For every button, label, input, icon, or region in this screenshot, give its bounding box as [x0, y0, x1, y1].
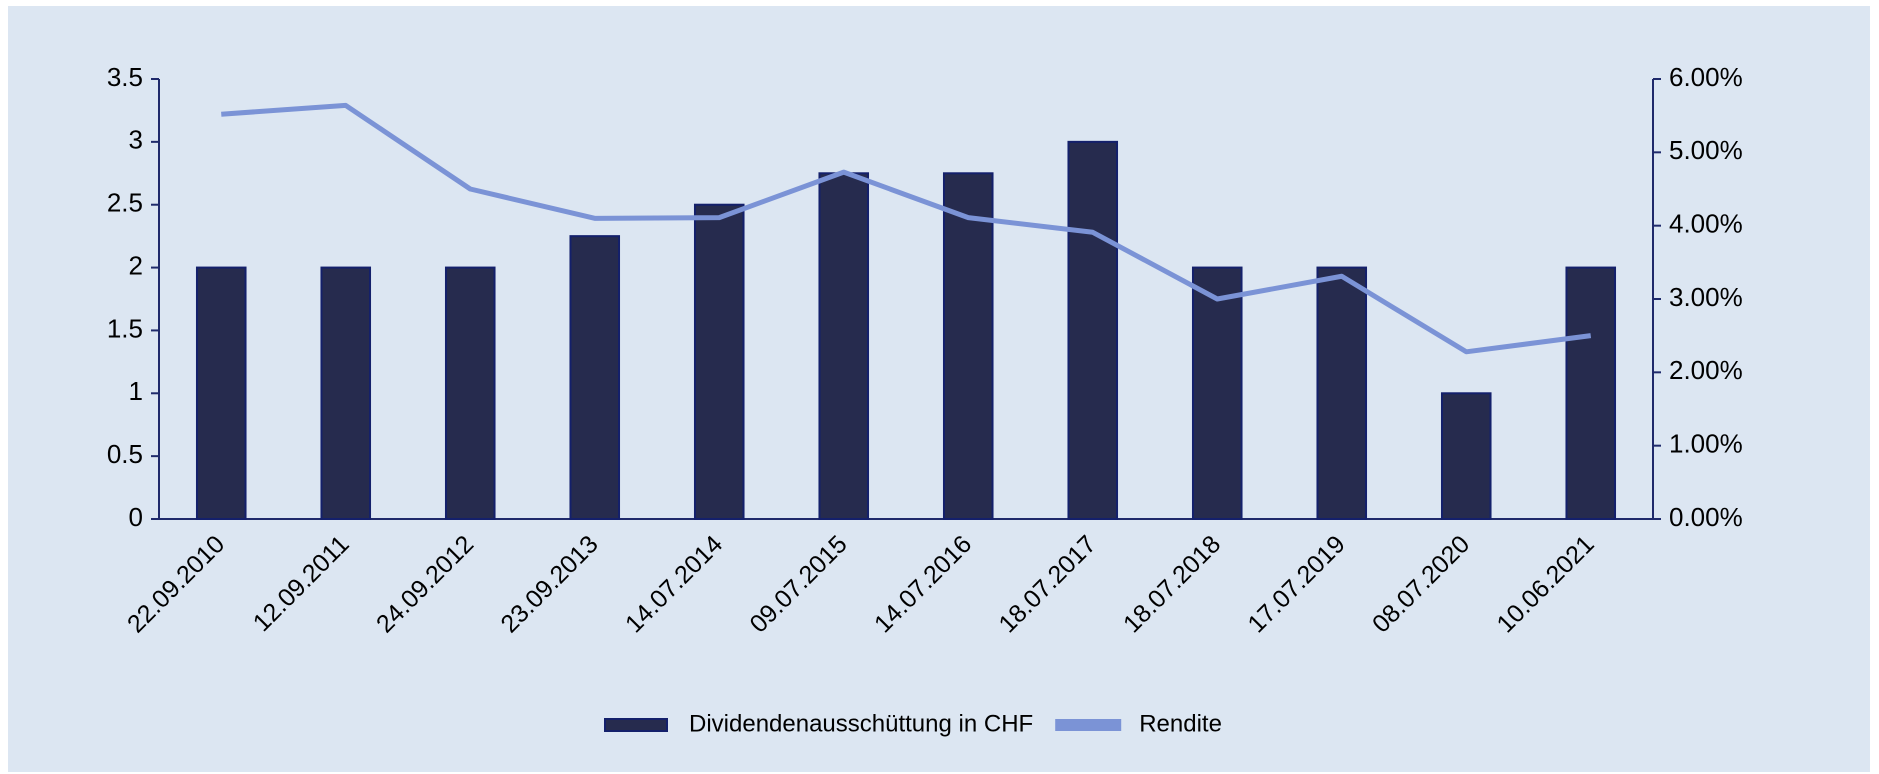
legend-swatch [604, 718, 668, 732]
bar [320, 266, 372, 521]
bar [1316, 266, 1368, 521]
legend-label: Rendite [1139, 710, 1222, 737]
bar [569, 235, 621, 520]
y2-tick-label: 4.00% [1669, 209, 1743, 239]
y2-tick-label: 0.00% [1669, 502, 1743, 532]
y-tick-label: 3.5 [107, 62, 143, 92]
bar [444, 266, 496, 521]
bar [195, 266, 247, 521]
y2-tick-label: 1.00% [1669, 429, 1743, 459]
bar [942, 172, 994, 521]
y-tick-label: 1.5 [107, 313, 143, 343]
chart-background [8, 6, 1870, 772]
bar [1191, 266, 1243, 521]
y-tick-label: 0.5 [107, 439, 143, 469]
bar [1440, 392, 1492, 520]
y2-tick-label: 2.00% [1669, 355, 1743, 385]
bar [1067, 140, 1119, 520]
y2-tick-label: 6.00% [1669, 62, 1743, 92]
y-tick-label: 2 [129, 250, 143, 280]
bar [693, 203, 745, 520]
y-tick-label: 2.5 [107, 188, 143, 218]
bar [818, 172, 870, 521]
y-tick-label: 3 [129, 125, 143, 155]
legend-label: Dividendenausschüttung in CHF [689, 710, 1033, 737]
y2-tick-label: 3.00% [1669, 282, 1743, 312]
y2-tick-label: 5.00% [1669, 135, 1743, 165]
y-tick-label: 0 [129, 502, 143, 532]
bar [1565, 266, 1617, 521]
y-tick-label: 1 [129, 376, 143, 406]
line [221, 102, 1592, 355]
